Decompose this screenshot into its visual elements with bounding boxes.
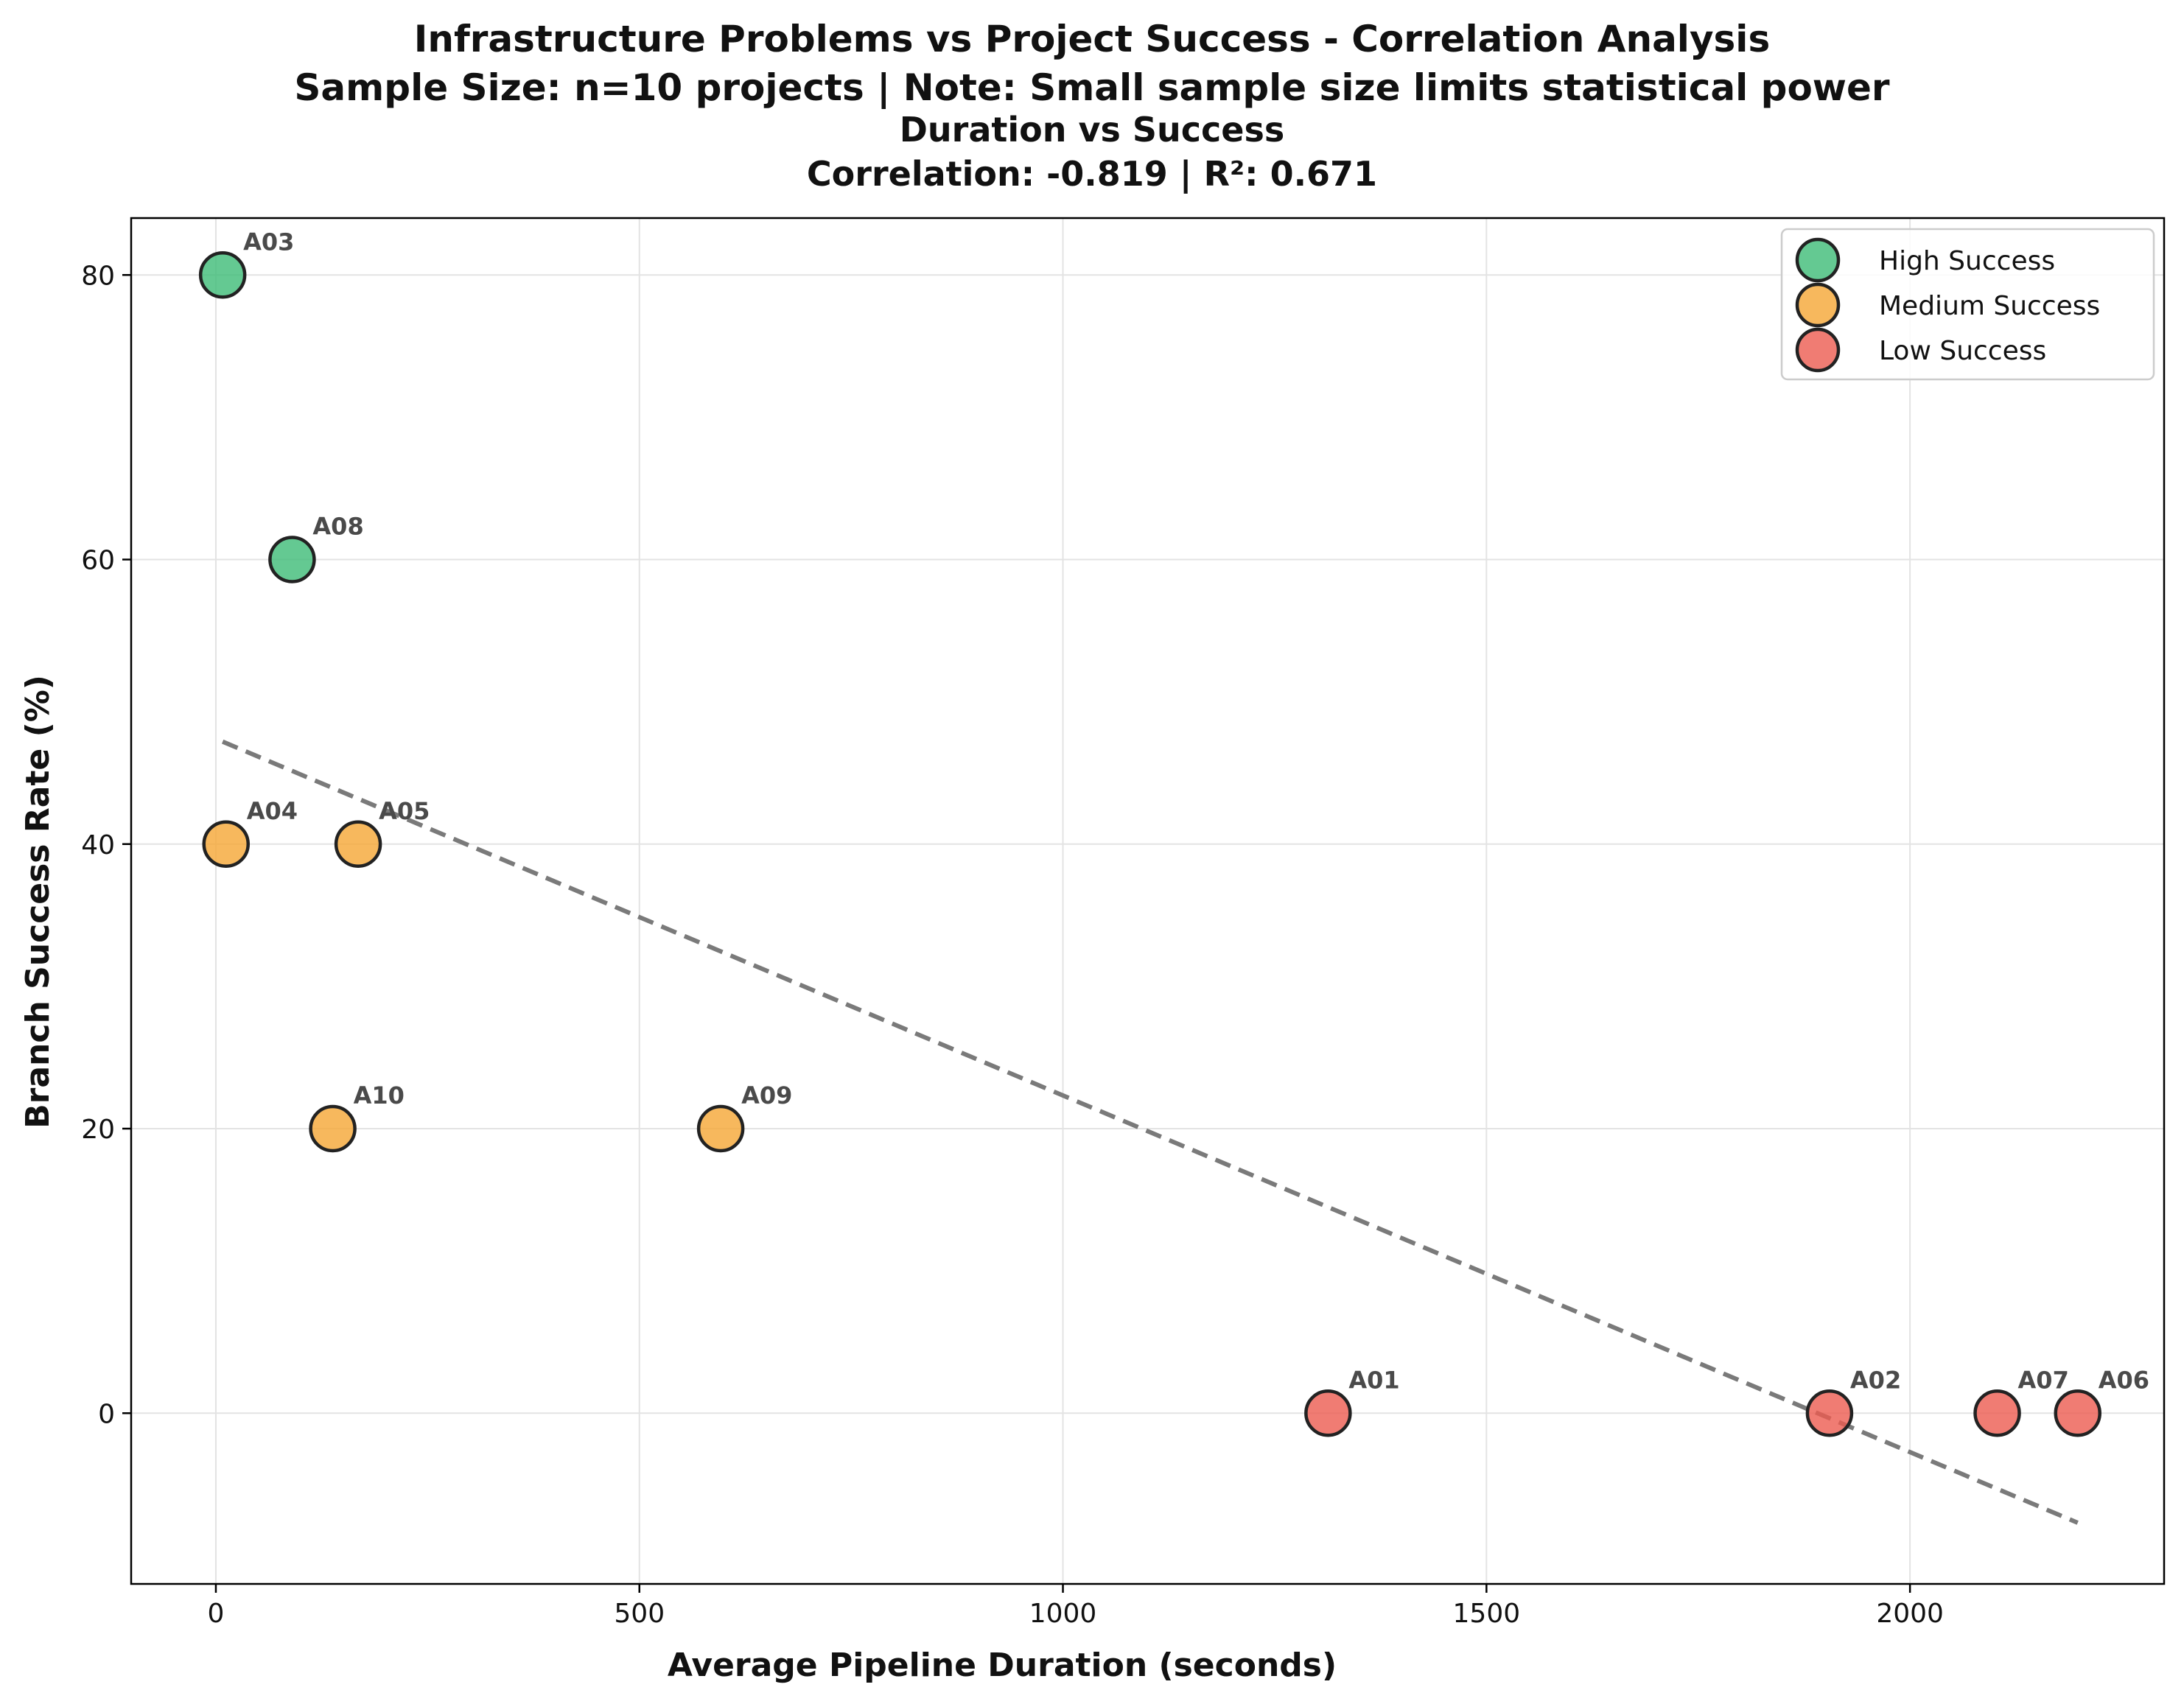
scatter-point — [334, 820, 382, 868]
legend-marker — [1795, 282, 1841, 328]
x-tick-label: 500 — [614, 1599, 665, 1629]
chart-title: Duration vs Success — [900, 110, 1285, 150]
y-tick-label: 40 — [81, 830, 115, 860]
point-label: A10 — [354, 1081, 405, 1109]
axis-ticks: 0 500 1000 1500 2000 0 20 40 60 80 — [81, 261, 1944, 1629]
x-tick-label: 1000 — [1029, 1599, 1097, 1629]
figure-subtitle: Sample Size: n=10 projects | Note: Small… — [294, 66, 1889, 109]
legend: High Success Medium Success Low Success — [1780, 228, 2155, 381]
data-points: A03 A08 A04 A05 A10 A09 A01 A02 A07 A06 — [198, 228, 2149, 1437]
y-tick-label: 20 — [81, 1115, 115, 1145]
legend-entry: High Success — [1879, 246, 2055, 276]
trendline — [221, 739, 2079, 1525]
scatter-point — [268, 536, 316, 583]
point-label: A07 — [2018, 1366, 2069, 1394]
y-tick-label: 60 — [81, 546, 115, 576]
legend-entry: Medium Success — [1879, 291, 2100, 321]
scatter-point — [2054, 1389, 2101, 1437]
legend-entry: Low Success — [1879, 336, 2046, 366]
x-tick-label: 0 — [208, 1599, 225, 1629]
y-axis-label: Branch Success Rate (%) — [19, 675, 57, 1129]
point-label: A05 — [379, 797, 430, 825]
plot-frame — [130, 217, 2166, 1585]
y-tick-label: 80 — [81, 261, 115, 291]
point-label: A02 — [1850, 1366, 1901, 1394]
point-label: A04 — [247, 797, 298, 825]
point-label: A09 — [741, 1081, 792, 1109]
scatter-point — [1805, 1389, 1854, 1437]
x-axis-label: Average Pipeline Duration (seconds) — [668, 1647, 1337, 1684]
x-tick-label: 2000 — [1876, 1599, 1944, 1629]
y-tick-label: 0 — [98, 1399, 115, 1429]
legend-box — [1780, 228, 2155, 381]
legend-marker — [1795, 327, 1841, 373]
point-label: A03 — [243, 228, 294, 256]
scatter-point — [1304, 1389, 1352, 1437]
scatter-point — [1973, 1389, 2021, 1437]
figure-title: Infrastructure Problems vs Project Succe… — [414, 18, 1770, 60]
scatter-point — [309, 1104, 357, 1153]
point-label: A06 — [2099, 1366, 2149, 1394]
point-label: A08 — [312, 513, 363, 541]
scatter-point — [696, 1104, 745, 1153]
legend-marker — [1795, 237, 1841, 283]
trendline-group — [221, 739, 2079, 1525]
chart-subtitle: Correlation: -0.819 | R²: 0.671 — [807, 154, 1377, 194]
point-label: A01 — [1348, 1366, 1399, 1394]
scatter-point — [202, 820, 251, 868]
x-tick-label: 1500 — [1453, 1599, 1521, 1629]
scatter-point — [198, 251, 247, 299]
